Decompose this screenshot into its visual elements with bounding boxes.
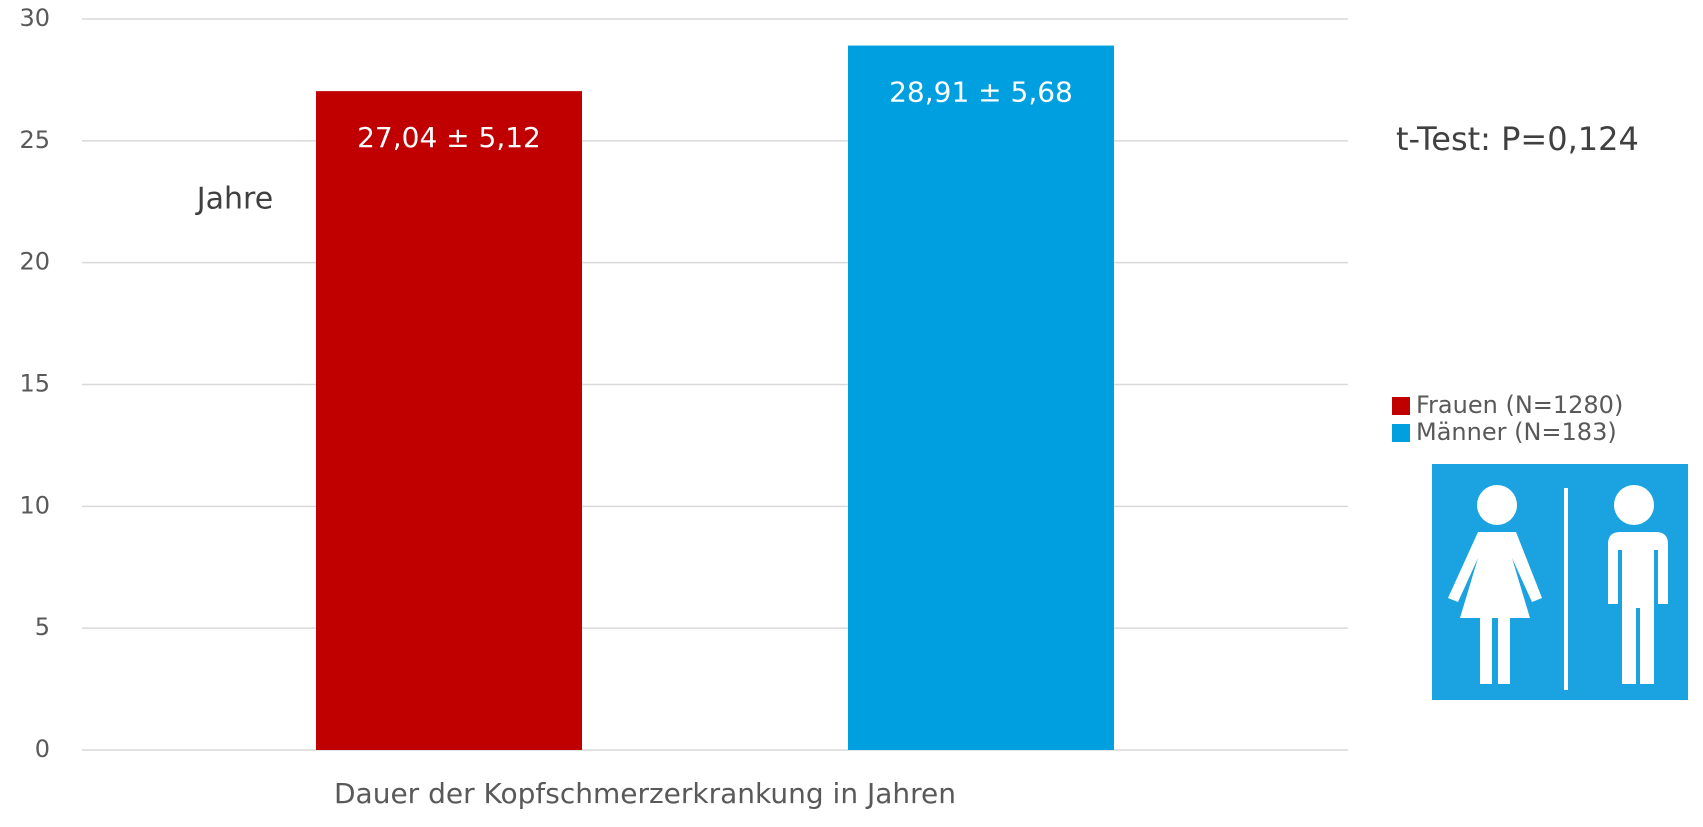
y-tick-label: 25 — [19, 126, 50, 154]
annotation: t-Test: P=0,124 — [1396, 120, 1639, 158]
y-tick-label: 5 — [35, 613, 50, 641]
value-label: 27,04 ± 5,12 — [357, 121, 541, 154]
legend-label: Frauen (N=1280) — [1416, 391, 1623, 419]
value-label: 28,91 ± 5,68 — [889, 76, 1073, 109]
y-tick-label: 10 — [19, 491, 50, 519]
y-tick-label: 15 — [19, 370, 50, 398]
bar — [848, 45, 1114, 750]
x-tick-label: Dauer der Kopfschmerzerkrankung in Jahre… — [334, 777, 956, 810]
legend-swatch — [1392, 424, 1410, 442]
bar — [316, 91, 582, 750]
y-tick-label: 0 — [35, 735, 50, 763]
y-tick-label: 30 — [19, 4, 50, 32]
legend-label: Männer (N=183) — [1416, 418, 1617, 446]
restroom-icon — [1432, 464, 1688, 700]
y-axis-label: Jahre — [195, 182, 273, 217]
legend-swatch — [1392, 397, 1410, 415]
y-tick-label: 20 — [19, 248, 50, 276]
